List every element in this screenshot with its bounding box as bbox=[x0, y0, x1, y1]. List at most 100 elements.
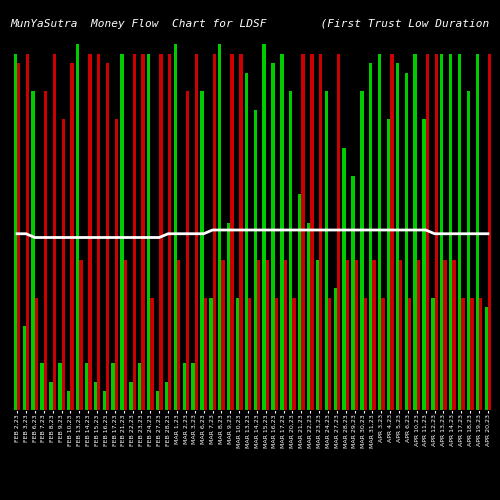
Bar bbox=[44, 91, 47, 410]
Bar bbox=[182, 363, 186, 410]
Bar bbox=[159, 54, 162, 410]
Bar bbox=[274, 298, 278, 410]
Bar bbox=[138, 363, 141, 410]
Bar bbox=[32, 91, 35, 410]
Bar bbox=[192, 363, 195, 410]
Bar bbox=[80, 260, 82, 410]
Bar bbox=[414, 54, 417, 410]
Bar bbox=[302, 54, 304, 410]
Bar bbox=[88, 54, 92, 410]
Bar bbox=[67, 391, 70, 410]
Bar bbox=[262, 44, 266, 410]
Bar bbox=[52, 54, 56, 410]
Bar bbox=[257, 260, 260, 410]
Bar bbox=[369, 63, 372, 410]
Bar bbox=[62, 120, 65, 410]
Bar bbox=[354, 260, 358, 410]
Bar bbox=[372, 260, 376, 410]
Bar bbox=[292, 298, 296, 410]
Bar bbox=[272, 63, 274, 410]
Bar bbox=[399, 260, 402, 410]
Bar bbox=[417, 260, 420, 410]
Bar bbox=[239, 54, 242, 410]
Bar bbox=[70, 63, 74, 410]
Bar bbox=[378, 54, 382, 410]
Bar bbox=[289, 91, 292, 410]
Bar bbox=[426, 54, 429, 410]
Bar bbox=[174, 44, 177, 410]
Bar bbox=[222, 260, 225, 410]
Bar bbox=[156, 391, 159, 410]
Bar bbox=[209, 298, 212, 410]
Bar bbox=[364, 298, 367, 410]
Bar bbox=[284, 260, 287, 410]
Bar bbox=[467, 91, 470, 410]
Bar bbox=[346, 260, 349, 410]
Bar bbox=[479, 298, 482, 410]
Bar bbox=[129, 382, 132, 410]
Bar bbox=[97, 54, 100, 410]
Bar bbox=[387, 120, 390, 410]
Text: MunYaSutra  Money Flow  Chart for LDSF        (First Trust Low Duration  St at: MunYaSutra Money Flow Chart for LDSF (Fi… bbox=[10, 18, 500, 28]
Bar bbox=[452, 260, 456, 410]
Bar bbox=[50, 382, 52, 410]
Bar bbox=[334, 288, 337, 410]
Bar bbox=[266, 260, 269, 410]
Bar bbox=[17, 63, 20, 410]
Bar bbox=[404, 72, 408, 410]
Bar bbox=[307, 222, 310, 410]
Bar bbox=[164, 382, 168, 410]
Bar bbox=[324, 91, 328, 410]
Bar bbox=[132, 54, 136, 410]
Bar bbox=[298, 194, 302, 410]
Bar bbox=[408, 298, 412, 410]
Bar bbox=[112, 363, 115, 410]
Bar bbox=[236, 298, 239, 410]
Bar bbox=[352, 176, 354, 410]
Bar bbox=[254, 110, 257, 410]
Bar bbox=[337, 54, 340, 410]
Bar bbox=[124, 260, 127, 410]
Bar bbox=[106, 63, 110, 410]
Bar bbox=[422, 120, 426, 410]
Bar bbox=[280, 54, 283, 410]
Bar bbox=[147, 54, 150, 410]
Bar bbox=[142, 54, 145, 410]
Bar bbox=[85, 363, 88, 410]
Bar bbox=[476, 54, 479, 410]
Bar bbox=[390, 54, 394, 410]
Bar bbox=[26, 54, 30, 410]
Bar bbox=[230, 54, 234, 410]
Bar bbox=[218, 44, 222, 410]
Bar bbox=[212, 54, 216, 410]
Bar bbox=[360, 91, 364, 410]
Bar bbox=[35, 298, 38, 410]
Bar bbox=[204, 298, 207, 410]
Bar bbox=[102, 391, 106, 410]
Bar bbox=[316, 260, 319, 410]
Bar bbox=[396, 63, 399, 410]
Bar bbox=[195, 54, 198, 410]
Bar bbox=[434, 54, 438, 410]
Bar bbox=[310, 54, 314, 410]
Bar bbox=[14, 54, 17, 410]
Bar bbox=[458, 54, 461, 410]
Bar bbox=[227, 222, 230, 410]
Bar bbox=[431, 298, 434, 410]
Bar bbox=[58, 363, 61, 410]
Bar bbox=[177, 260, 180, 410]
Bar bbox=[488, 54, 492, 410]
Bar bbox=[328, 298, 332, 410]
Bar bbox=[76, 44, 80, 410]
Bar bbox=[382, 298, 384, 410]
Bar bbox=[150, 298, 154, 410]
Bar bbox=[186, 91, 190, 410]
Bar bbox=[244, 72, 248, 410]
Bar bbox=[444, 260, 447, 410]
Bar bbox=[461, 298, 464, 410]
Bar bbox=[168, 54, 172, 410]
Bar bbox=[40, 363, 44, 410]
Bar bbox=[470, 298, 474, 410]
Bar bbox=[94, 382, 97, 410]
Bar bbox=[440, 54, 444, 410]
